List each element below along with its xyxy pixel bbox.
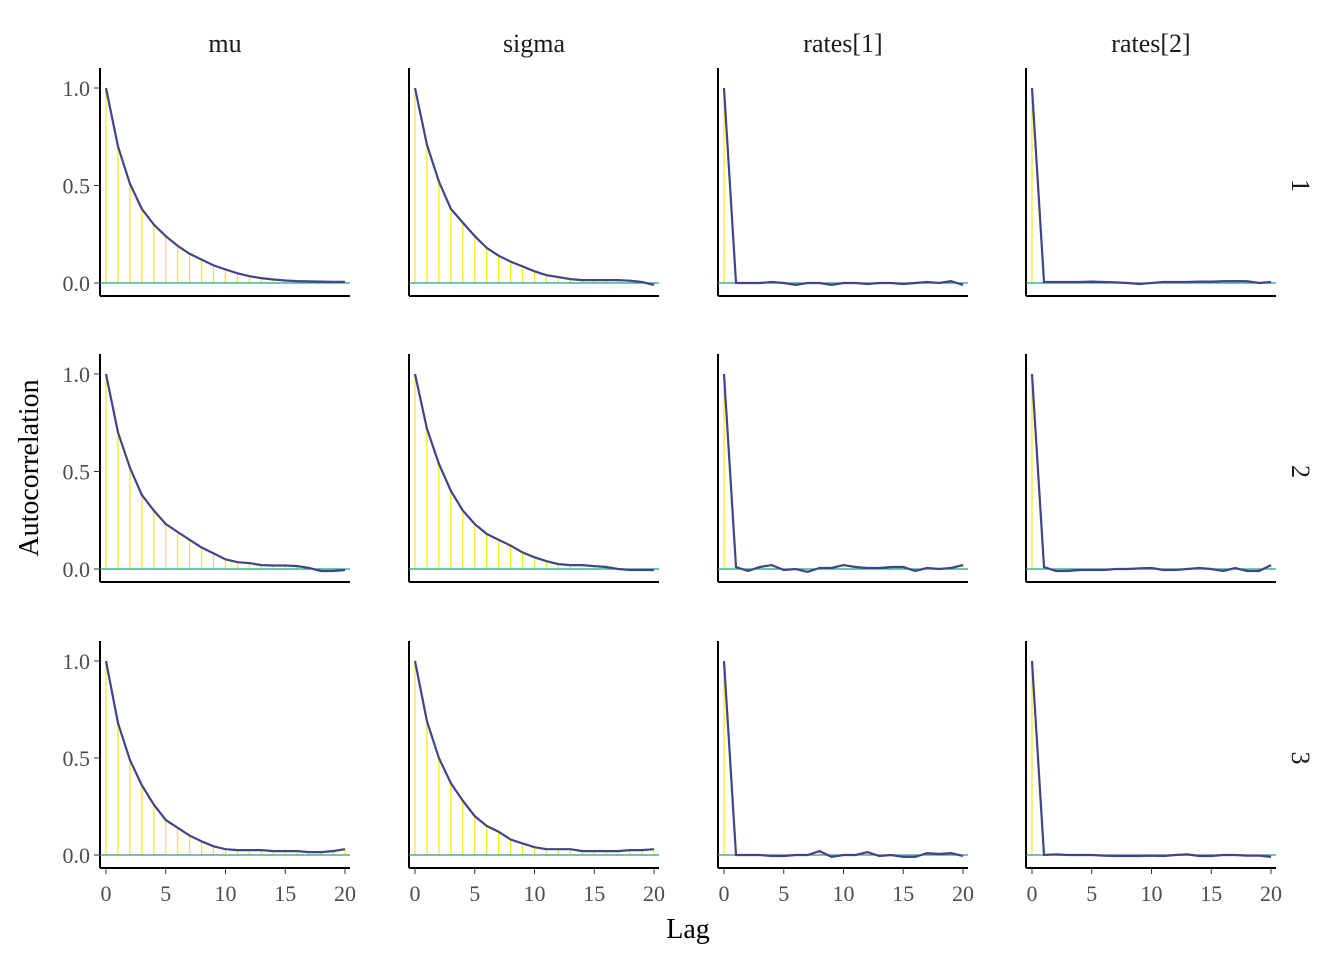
y-tick-label: 0.0 xyxy=(63,557,91,582)
facet-label-row: 1 xyxy=(1286,179,1315,192)
facet-label-col: rates[1] xyxy=(803,29,882,58)
acf-line xyxy=(1030,87,1272,286)
x-tick-label: 15 xyxy=(274,881,296,906)
y-tick-label: 0.5 xyxy=(63,746,91,771)
acf-line xyxy=(104,87,345,283)
x-tick-label: 20 xyxy=(643,881,665,906)
acf-line xyxy=(722,87,964,287)
x-tick-label: 5 xyxy=(469,881,480,906)
facet-label-col: rates[2] xyxy=(1111,29,1190,58)
facet-label-col: sigma xyxy=(503,29,566,58)
x-tick-label: 20 xyxy=(952,881,974,906)
x-tick-label: 10 xyxy=(524,881,546,906)
x-tick-label: 15 xyxy=(892,881,914,906)
x-tick-label: 5 xyxy=(1086,881,1097,906)
acf-line xyxy=(413,660,655,853)
acf-line xyxy=(722,373,964,574)
x-tick-label: 5 xyxy=(778,881,789,906)
facet-label-col: mu xyxy=(208,29,241,58)
y-tick-label: 0.0 xyxy=(63,271,91,296)
acf-line xyxy=(1030,373,1272,573)
y-axis-label: Autocorrelation xyxy=(14,379,45,556)
facet-label-row: 2 xyxy=(1286,465,1315,478)
y-tick-label: 0.5 xyxy=(63,174,91,199)
x-tick-label: 0 xyxy=(1027,881,1038,906)
acf-line xyxy=(104,373,346,573)
x-tick-label: 10 xyxy=(1141,881,1163,906)
acf-line xyxy=(413,373,654,572)
x-tick-label: 0 xyxy=(410,881,421,906)
x-tick-label: 0 xyxy=(719,881,730,906)
acf-line xyxy=(722,660,964,859)
acf-line xyxy=(413,87,655,286)
x-tick-label: 0 xyxy=(101,881,112,906)
y-tick-label: 1.0 xyxy=(63,76,91,101)
x-tick-label: 15 xyxy=(1200,881,1222,906)
x-axis-label: Lag xyxy=(666,914,710,945)
y-tick-label: 0.5 xyxy=(63,460,91,485)
x-tick-label: 10 xyxy=(833,881,855,906)
x-tick-label: 10 xyxy=(215,881,237,906)
y-tick-label: 1.0 xyxy=(63,649,91,674)
x-tick-label: 20 xyxy=(1260,881,1282,906)
x-tick-label: 5 xyxy=(160,881,171,906)
acf-line xyxy=(104,660,346,854)
y-tick-label: 1.0 xyxy=(63,362,91,387)
x-tick-label: 20 xyxy=(334,881,356,906)
acf-line xyxy=(1030,660,1272,858)
x-tick-label: 15 xyxy=(583,881,605,906)
y-tick-label: 0.0 xyxy=(63,843,91,868)
facet-label-row: 3 xyxy=(1286,752,1315,765)
